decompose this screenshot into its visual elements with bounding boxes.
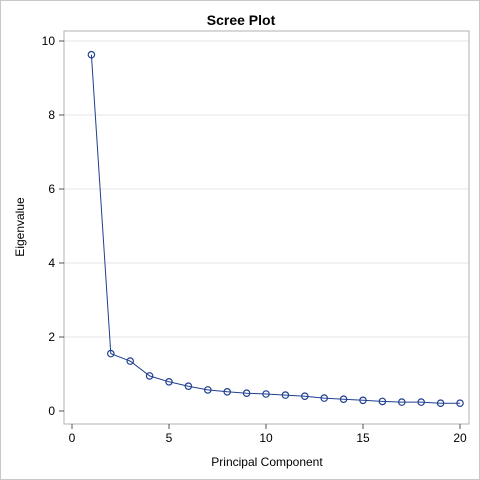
y-tick-label: 8 — [48, 108, 55, 122]
data-point — [262, 390, 270, 398]
y-axis-ticks: 0 2 4 6 8 10 — [42, 34, 64, 418]
x-axis-ticks: 0 5 10 15 20 — [69, 424, 467, 445]
data-point — [107, 349, 115, 358]
data-point — [281, 391, 290, 399]
data-point — [87, 50, 96, 59]
data-point — [456, 399, 464, 408]
x-tick-label: 10 — [259, 431, 273, 445]
data-point — [436, 399, 445, 408]
x-axis-label: Principal Component — [211, 455, 323, 469]
plot-area — [63, 30, 470, 425]
data-point — [165, 377, 173, 386]
data-point — [223, 387, 232, 396]
x-tick-label: 5 — [166, 431, 173, 445]
y-tick-label: 4 — [48, 256, 55, 270]
data-point — [339, 395, 348, 404]
y-tick-label: 2 — [48, 330, 55, 344]
data-point — [145, 372, 154, 380]
data-point — [320, 394, 329, 402]
x-tick-label: 20 — [453, 431, 467, 445]
y-tick-label: 0 — [48, 404, 55, 418]
data-point — [184, 382, 193, 391]
data-point — [204, 386, 212, 394]
y-tick-label: 6 — [48, 182, 55, 196]
data-point — [378, 397, 387, 406]
x-tick-label: 0 — [69, 431, 76, 445]
data-point — [359, 396, 367, 405]
eigenvalue-line — [90, 54, 460, 404]
data-point — [300, 392, 309, 401]
data-point — [397, 398, 406, 406]
y-tick-label: 10 — [42, 34, 56, 48]
eigenvalue-series — [87, 50, 464, 408]
data-point — [417, 398, 426, 406]
data-point — [126, 357, 135, 365]
y-axis-label: Eigenvalue — [13, 197, 27, 257]
data-point — [242, 389, 251, 398]
gridlines — [64, 40, 469, 338]
chart-title: Scree Plot — [207, 12, 276, 28]
x-tick-label: 15 — [356, 431, 370, 445]
